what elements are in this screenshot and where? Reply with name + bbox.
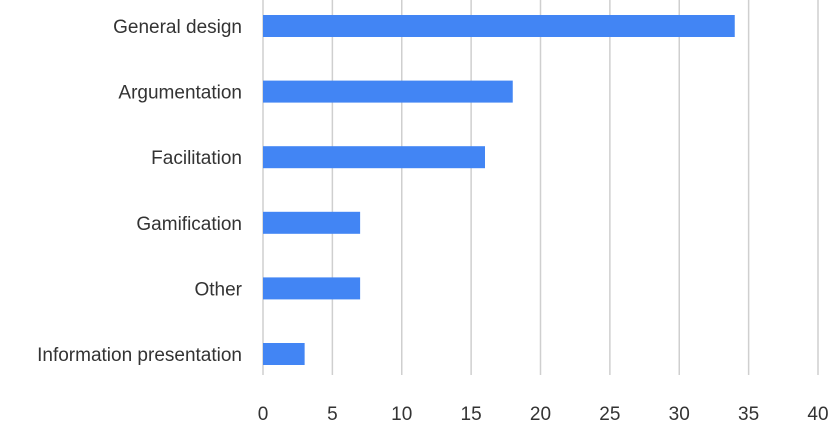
x-tick-label: 30 bbox=[669, 404, 690, 421]
category-label: General design bbox=[113, 17, 242, 38]
bar-facilitation bbox=[263, 146, 485, 169]
x-tick-label: 25 bbox=[599, 404, 620, 421]
category-label: Argumentation bbox=[118, 83, 242, 104]
x-tick-label: 40 bbox=[807, 404, 828, 421]
category-label: Gamification bbox=[136, 214, 242, 235]
grid-lines bbox=[262, 0, 819, 375]
bar-argumentation bbox=[263, 80, 513, 103]
x-tick-label: 15 bbox=[461, 404, 482, 421]
x-tick-label: 0 bbox=[258, 404, 269, 421]
x-axis-tick-labels: 0 5 10 15 20 25 30 35 40 bbox=[258, 404, 829, 421]
x-tick-label: 10 bbox=[391, 404, 412, 421]
x-tick-label: 5 bbox=[327, 404, 338, 421]
x-tick-label: 20 bbox=[530, 404, 551, 421]
category-label: Other bbox=[194, 279, 242, 300]
category-label: Information presentation bbox=[37, 345, 242, 366]
category-label: Facilitation bbox=[151, 148, 242, 169]
bar-gamification bbox=[263, 211, 361, 234]
bar-other bbox=[263, 277, 361, 300]
bar-general-design bbox=[263, 15, 735, 37]
category-labels: General design Argumentation Facilitation G… bbox=[37, 17, 243, 366]
bar-information-presentation bbox=[263, 343, 305, 365]
bars bbox=[263, 15, 735, 365]
x-tick-label: 35 bbox=[738, 404, 759, 421]
